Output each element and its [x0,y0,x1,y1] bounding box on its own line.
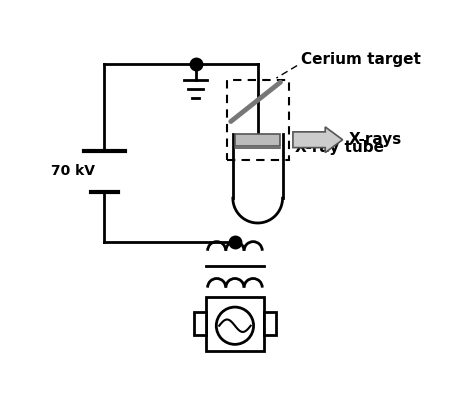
Bar [206,297,264,351]
Bar [227,80,289,160]
Text: X-rays: X-rays [349,132,402,147]
Circle shape [216,307,254,344]
FancyArrow shape [293,127,343,153]
Text: X-ray tube: X-ray tube [295,140,384,155]
Text: Cerium target: Cerium target [301,52,421,67]
Text: 70 kV: 70 kV [51,164,95,178]
Bar [235,134,281,146]
Bar [194,312,206,335]
Bar [264,312,275,335]
